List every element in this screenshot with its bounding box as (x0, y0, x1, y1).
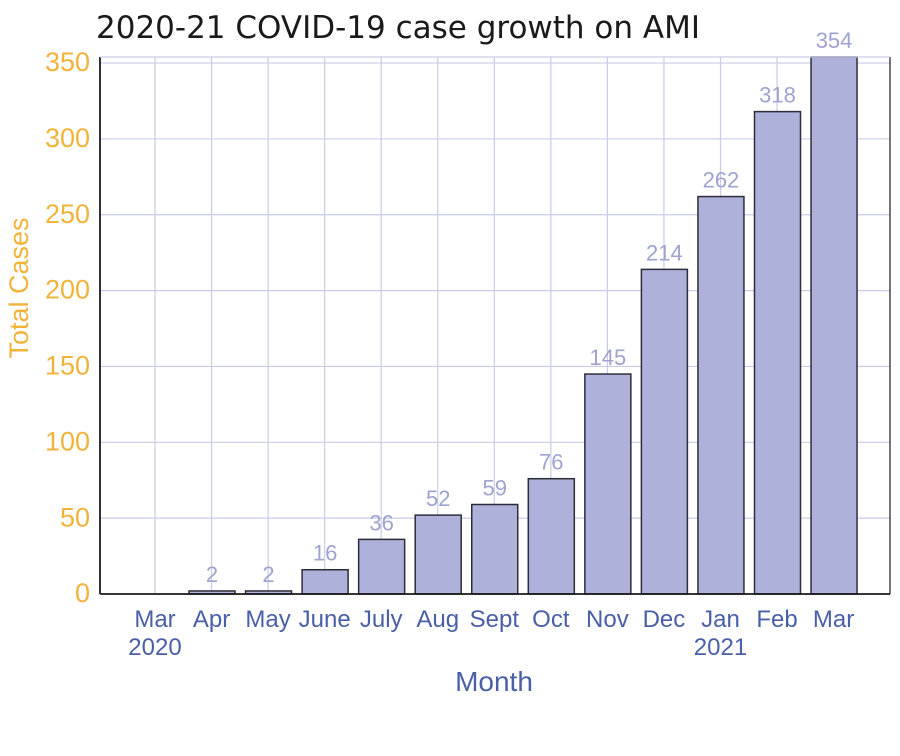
x-tick-label: July (360, 606, 403, 633)
data-label-1: 2 (206, 562, 218, 587)
y-tick-label: 300 (45, 123, 90, 153)
data-label-3: 16 (313, 541, 337, 566)
x-tick-label: Mar (813, 606, 854, 633)
x-tick-label: Apr (193, 606, 230, 633)
y-tick-label: 50 (60, 502, 90, 532)
x-tick-label: May (245, 606, 290, 633)
bar-5 (414, 514, 462, 595)
bar-10 (697, 195, 745, 595)
data-labels: 2 2 16 36 52 59 76 145 214 262 318 354 (206, 28, 853, 587)
x-tick-label: Feb (756, 606, 797, 633)
chart-title: 2020-21 COVID-19 case growth on AMI (96, 10, 700, 46)
x-tick-sublabel: 2021 (694, 634, 747, 661)
x-tick-label: Mar (134, 606, 175, 633)
x-tick-label: Nov (586, 606, 629, 633)
bar-7 (527, 477, 576, 595)
data-label-2: 2 (262, 562, 274, 587)
data-label-10: 262 (703, 168, 740, 193)
x-tick-sublabel: 2020 (128, 634, 181, 661)
x-tick-label: Oct (532, 606, 570, 633)
y-tick-label: 0 (75, 578, 90, 608)
data-label-7: 76 (539, 450, 563, 475)
y-axis-label: Total Cases (4, 217, 34, 358)
y-tick-label: 100 (45, 426, 90, 456)
data-label-9: 214 (646, 240, 683, 265)
data-label-8: 145 (589, 345, 626, 370)
bar-4 (357, 538, 406, 595)
x-tick-label: Dec (643, 606, 686, 633)
x-tick-label: Jan (701, 606, 740, 633)
y-tick-label: 150 (45, 351, 90, 381)
x-tick-label: Sept (470, 606, 520, 633)
x-axis-label: Month (455, 666, 533, 697)
data-label-12: 354 (816, 28, 853, 53)
x-tick-label: June (299, 606, 351, 633)
y-tick-label: 200 (45, 275, 90, 305)
data-label-5: 52 (426, 486, 450, 511)
bar-3 (301, 568, 349, 595)
bar-6 (471, 503, 519, 595)
y-tick-labels: 0 50 100 150 200 250 300 350 (45, 47, 90, 608)
y-tick-label: 250 (45, 199, 90, 229)
bar-12 (810, 56, 858, 595)
bars (188, 56, 858, 595)
x-tick-label: Aug (416, 606, 459, 633)
y-tick-label: 350 (45, 47, 90, 77)
data-label-11: 318 (759, 83, 796, 108)
data-label-4: 36 (369, 510, 393, 535)
axes (99, 56, 891, 595)
bar-8 (584, 373, 632, 595)
bar-11 (753, 110, 802, 595)
data-label-6: 59 (483, 476, 507, 501)
bar-9 (640, 268, 689, 595)
